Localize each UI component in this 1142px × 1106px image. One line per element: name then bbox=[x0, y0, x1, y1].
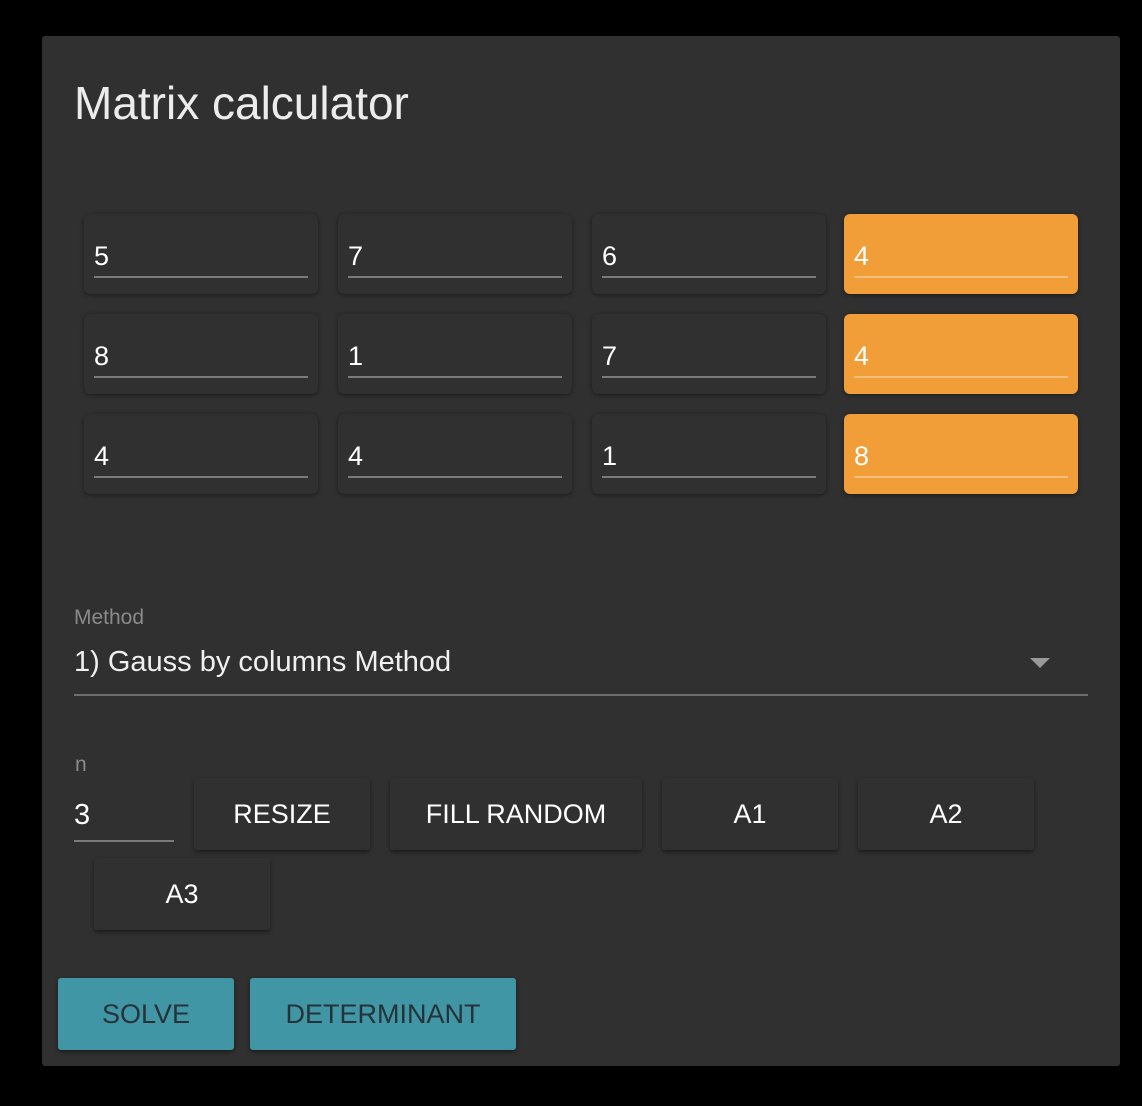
matrix-cell-input[interactable] bbox=[94, 236, 308, 278]
rhs-cell bbox=[844, 214, 1078, 294]
rhs-cell bbox=[844, 314, 1078, 394]
matrix-cell-input[interactable] bbox=[602, 336, 816, 378]
a1-button[interactable]: A1 bbox=[662, 778, 838, 850]
matrix-cell bbox=[338, 314, 572, 394]
fill-random-button[interactable]: FILL RANDOM bbox=[390, 778, 642, 850]
determinant-button[interactable]: DETERMINANT bbox=[250, 978, 516, 1050]
matrix-cell-input[interactable] bbox=[602, 436, 816, 478]
matrix-cell bbox=[338, 414, 572, 494]
matrix-cell-input[interactable] bbox=[348, 436, 562, 478]
dropdown-arrow-icon bbox=[1030, 658, 1050, 668]
matrix-cell bbox=[592, 214, 826, 294]
matrix-cell-input[interactable] bbox=[348, 336, 562, 378]
method-value: 1) Gauss by columns Method bbox=[74, 646, 452, 678]
matrix-cell-input[interactable] bbox=[854, 236, 1068, 278]
size-input[interactable] bbox=[74, 790, 174, 842]
a2-button[interactable]: A2 bbox=[858, 778, 1034, 850]
matrix-cell-input[interactable] bbox=[348, 236, 562, 278]
matrix-cell bbox=[592, 414, 826, 494]
matrix-cell bbox=[84, 314, 318, 394]
size-label: n bbox=[75, 753, 87, 776]
matrix-cell bbox=[338, 214, 572, 294]
matrix-cell bbox=[592, 314, 826, 394]
a3-button[interactable]: A3 bbox=[94, 858, 270, 930]
method-select[interactable]: 1) Gauss by columns Method bbox=[74, 640, 1088, 696]
matrix-cell-input[interactable] bbox=[94, 336, 308, 378]
resize-button[interactable]: RESIZE bbox=[194, 778, 370, 850]
rhs-cell bbox=[844, 414, 1078, 494]
matrix-cell bbox=[84, 214, 318, 294]
matrix-cell-input[interactable] bbox=[854, 436, 1068, 478]
method-label: Method bbox=[74, 606, 145, 629]
matrix-cell-input[interactable] bbox=[602, 236, 816, 278]
page-title: Matrix calculator bbox=[74, 77, 409, 129]
matrix-cell-input[interactable] bbox=[94, 436, 308, 478]
matrix-cell-input[interactable] bbox=[854, 336, 1068, 378]
matrix-cell bbox=[84, 414, 318, 494]
solve-button[interactable]: SOLVE bbox=[58, 978, 234, 1050]
